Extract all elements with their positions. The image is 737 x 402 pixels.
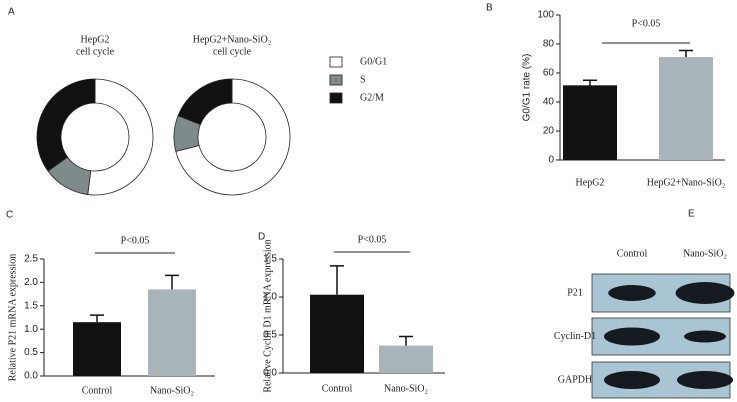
panel-letter: D: [258, 232, 265, 243]
y-tick-label: 60: [543, 68, 555, 79]
y-tick-label: 1.0: [263, 292, 277, 303]
legend-swatch: [329, 56, 343, 68]
y-tick-label: 20: [543, 126, 555, 137]
annotation: P<0.05: [121, 235, 150, 246]
x-tick-label: Nano-SiO₂: [150, 385, 194, 396]
x-tick-label: HepG2+Nano-SiO₂: [647, 177, 726, 188]
bar: [73, 322, 121, 376]
y-tick-label: 40: [543, 97, 555, 108]
bar: [148, 289, 196, 376]
blot-band: [684, 330, 726, 343]
bar: [310, 294, 364, 373]
donut-segment: [175, 78, 291, 196]
panel-letter: C: [6, 210, 13, 221]
y-tick-label: 0.5: [24, 347, 38, 358]
y-tick-label: 80: [543, 39, 555, 50]
row-label: P21: [567, 287, 583, 298]
y-axis-label: Relative P21 mRNA expression: [7, 254, 18, 382]
y-tick-label: 1.5: [263, 254, 277, 265]
blot-band: [675, 282, 735, 304]
blot-band: [604, 327, 660, 346]
panel-letter: E: [688, 209, 695, 220]
blot-band: [608, 285, 656, 301]
legend-swatch: [329, 92, 343, 104]
panel-letter: B: [486, 3, 493, 14]
blot-band: [604, 371, 660, 389]
x-tick-label: Control: [322, 383, 353, 394]
y-tick-label: 0.0: [24, 371, 38, 382]
y-tick-label: 0.0: [263, 368, 277, 379]
annotation: P<0.05: [632, 18, 661, 29]
pie-subtitle: cell cycle: [76, 46, 115, 57]
error-bar: [165, 274, 179, 290]
bar: [659, 57, 713, 160]
error-bar: [399, 335, 413, 346]
donut-segment: [87, 78, 154, 196]
x-tick-label: HepG2: [576, 177, 605, 188]
donut-segment: [177, 78, 233, 126]
y-axis-label: G0/G1 rate (%): [522, 54, 533, 122]
legend-label: G0/G1: [360, 56, 387, 67]
x-tick-label: Control: [82, 385, 113, 396]
error-bar: [90, 314, 104, 323]
column-label: Control: [617, 248, 648, 259]
x-tick-label: Nano-SiO₂: [384, 383, 428, 394]
error-bar: [679, 49, 693, 58]
row-label: GAPDH: [558, 374, 592, 385]
error-bar: [583, 79, 597, 86]
y-tick-label: 1.5: [24, 300, 38, 311]
legend-swatch: [329, 74, 343, 86]
y-axis-label: Relative Cyclin D1 mRNA expression: [262, 239, 273, 392]
bar: [563, 85, 617, 160]
donut-segment: [36, 78, 96, 172]
legend-label: S: [360, 74, 366, 85]
y-tick-label: 1.0: [24, 324, 38, 335]
pie-title: HepG2: [81, 34, 110, 45]
y-tick-label: 0: [548, 155, 554, 166]
row-label: Cyclin-D1: [554, 331, 596, 342]
blot-band: [677, 371, 733, 389]
column-label: Nano-SiO₂: [683, 248, 727, 259]
y-tick-label: 2.5: [24, 254, 38, 265]
panel-letter: A: [8, 7, 15, 18]
pie-title: HepG2+Nano-SiO₂: [193, 34, 272, 45]
error-bar: [330, 265, 344, 295]
y-tick-label: 100: [537, 10, 554, 21]
pie-subtitle: cell cycle: [213, 46, 252, 57]
bar: [379, 345, 433, 373]
legend-label: G2/M: [360, 92, 384, 103]
annotation: P<0.05: [358, 234, 387, 245]
y-tick-label: 2.0: [24, 277, 38, 288]
y-tick-label: 0.5: [263, 330, 277, 341]
